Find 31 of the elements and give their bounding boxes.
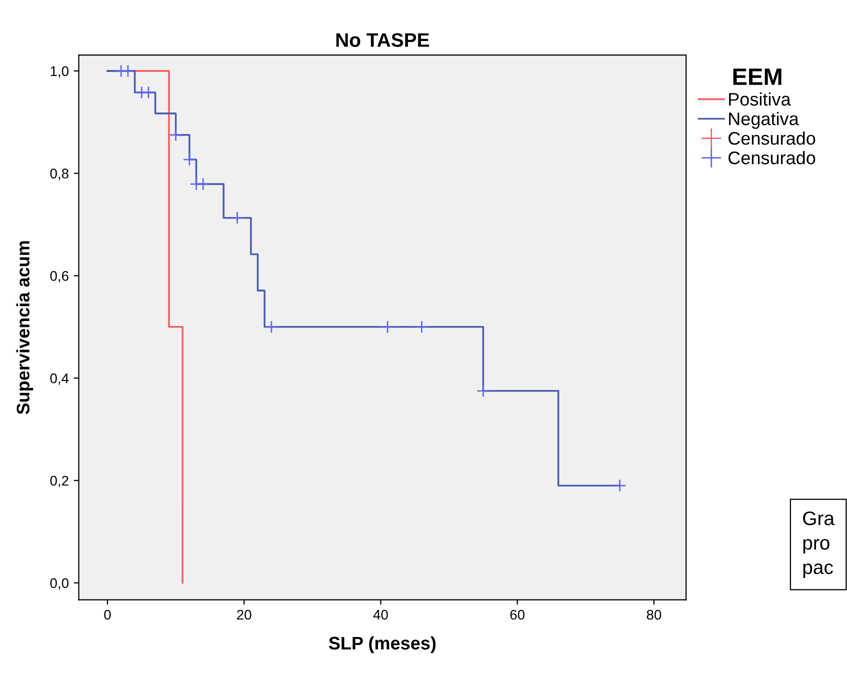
point: [613, 479, 626, 492]
chart-title: No TASPE: [336, 33, 430, 47]
x-tick-label: 60: [510, 610, 525, 620]
x-tick-label: 80: [646, 610, 662, 620]
point: [169, 128, 182, 142]
legend-label: Censurado: [728, 151, 816, 164]
point: [476, 384, 490, 398]
point: [142, 86, 155, 99]
y-tick-label: 0,8: [50, 168, 68, 180]
y-tick-label: 0,4: [50, 373, 69, 385]
point: [415, 320, 428, 334]
y-tick-label: 0,0: [50, 578, 69, 590]
point: [196, 178, 210, 191]
legend-title: EEM: [733, 68, 782, 85]
text: Gra pro pac: [803, 511, 835, 578]
point: [182, 153, 196, 166]
legend-label: Negativa: [729, 112, 799, 129]
point: [230, 211, 244, 224]
x-axis-title: SLP (meses): [328, 636, 436, 654]
y-axis-title: Supervivencia acum: [16, 241, 34, 414]
point: [381, 320, 394, 334]
y-tick-label: 0,2: [50, 476, 68, 488]
y-tick-label: 0,6: [50, 271, 68, 283]
legend-label: Positiva: [729, 92, 791, 106]
x-tick-label: 20: [237, 610, 252, 620]
legend-label: Censurado: [728, 132, 816, 145]
point: [264, 320, 278, 334]
point: [121, 64, 134, 78]
x-tick-label: 40: [373, 610, 388, 620]
x-tick-label: 0: [104, 610, 111, 620]
y-tick-label: 1,0: [50, 66, 69, 78]
